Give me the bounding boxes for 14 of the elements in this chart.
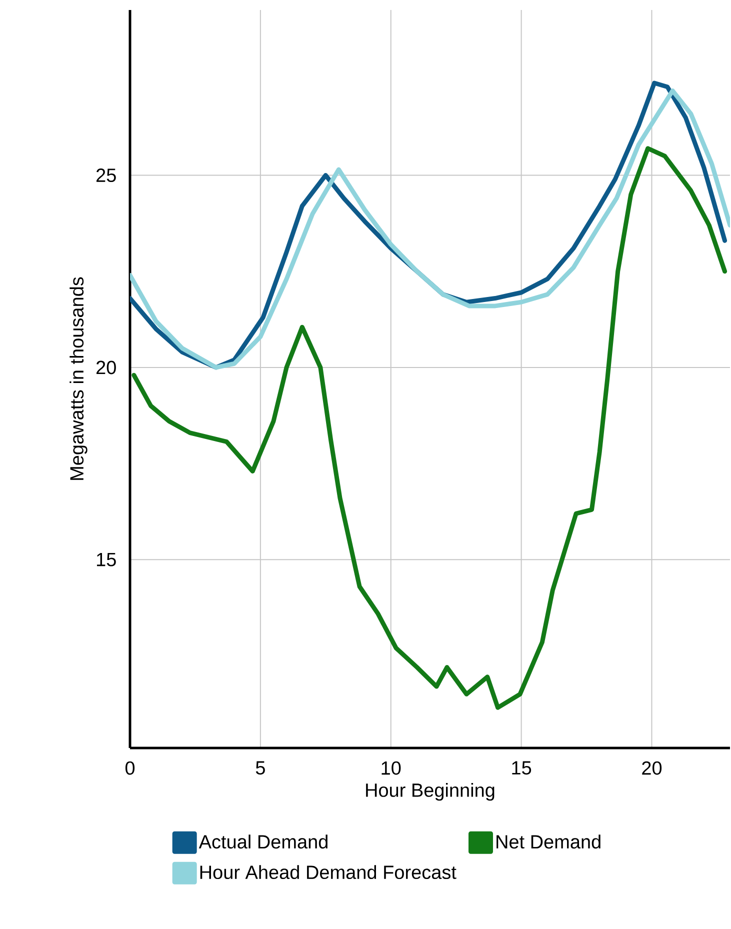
x-tick-label: 20	[642, 761, 662, 775]
y-axis-title: Megawatts in thousands	[70, 277, 88, 480]
legend-label: Hour Ahead Demand Forecast	[200, 865, 456, 880]
x-tick-label: 15	[512, 761, 532, 775]
legend-label: Actual Demand	[198, 834, 328, 849]
y-tick-label: 25	[96, 168, 116, 182]
y-tick-label: 20	[96, 360, 116, 374]
legend-label: Net Demand	[496, 834, 600, 849]
x-tick-label: 10	[382, 761, 401, 775]
line-series	[132, 146, 728, 710]
x-tick-label: 0	[125, 761, 135, 775]
x-axis-title: Hour Beginning	[366, 782, 494, 801]
y-tick-label: 15	[96, 553, 116, 566]
x-tick-label: 5	[256, 761, 265, 775]
